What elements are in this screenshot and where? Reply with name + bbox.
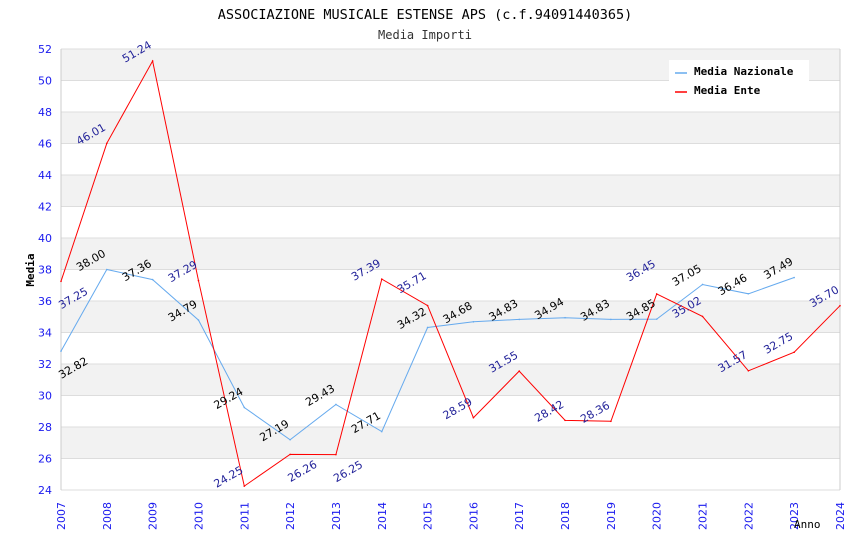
grid-band xyxy=(61,112,840,144)
y-tick-label: 30 xyxy=(38,390,52,403)
x-tick-label: 2011 xyxy=(238,502,251,530)
x-tick-label: 2021 xyxy=(697,502,710,530)
chart-subtitle: Media Importi xyxy=(378,28,472,42)
data-label: 26.26 xyxy=(285,458,319,485)
x-tick-label: 2010 xyxy=(192,502,205,530)
data-point xyxy=(747,292,750,295)
x-tick-label: 2024 xyxy=(834,502,847,530)
data-point xyxy=(472,320,475,323)
data-point xyxy=(793,276,795,279)
y-axis-ticks: 24 26 28 30 32 34 36 38 40 42 44 46 48 50 52 xyxy=(38,43,52,497)
data-point xyxy=(106,268,108,271)
data-point xyxy=(151,60,154,62)
x-tick-label: 2007 xyxy=(55,502,68,530)
data-point xyxy=(197,279,200,282)
data-label: 28.59 xyxy=(441,395,475,422)
data-point xyxy=(335,453,337,456)
data-point xyxy=(243,406,246,409)
data-point xyxy=(564,419,566,422)
y-tick-label: 36 xyxy=(38,295,52,308)
data-point xyxy=(655,318,658,320)
data-label: 35.71 xyxy=(395,269,429,296)
x-tick-label: 2013 xyxy=(330,502,343,530)
y-tick-label: 26 xyxy=(38,453,52,466)
data-point xyxy=(197,319,200,321)
grid-band xyxy=(61,238,840,270)
x-tick-label: 2017 xyxy=(513,502,526,530)
grid-band xyxy=(61,175,840,207)
data-point xyxy=(701,283,704,286)
legend: Media Nazionale Media Ente xyxy=(669,60,809,102)
x-tick-label: 2023 xyxy=(788,502,801,530)
y-tick-label: 40 xyxy=(38,232,52,245)
data-label: 36.46 xyxy=(716,271,750,298)
series-line-media-ente xyxy=(60,59,841,487)
grid-bands xyxy=(61,49,840,459)
y-tick-label: 28 xyxy=(38,421,52,434)
data-label: 32.75 xyxy=(762,330,796,357)
data-point xyxy=(289,453,291,456)
data-point xyxy=(747,369,750,372)
x-tick-label: 2009 xyxy=(147,502,160,530)
series-lines xyxy=(60,59,841,487)
data-point xyxy=(106,142,108,145)
series-line-media-nazionale xyxy=(60,268,795,441)
x-tick-label: 2020 xyxy=(651,502,664,530)
y-axis-label: Media xyxy=(24,253,37,286)
y-tick-label: 24 xyxy=(38,484,52,497)
data-label: 24.25 xyxy=(212,464,246,491)
y-tick-label: 46 xyxy=(38,138,52,151)
legend-label-media-ente: Media Ente xyxy=(694,84,761,97)
y-tick-label: 32 xyxy=(38,358,52,371)
grid-band xyxy=(61,364,840,396)
y-tick-label: 38 xyxy=(38,264,52,277)
legend-label-media-nazionale: Media Nazionale xyxy=(694,65,794,78)
x-tick-label: 2014 xyxy=(376,502,389,530)
data-point xyxy=(380,278,383,280)
grid-band xyxy=(61,427,840,459)
x-tick-label: 2016 xyxy=(467,502,480,530)
data-point xyxy=(243,485,246,487)
data-point xyxy=(839,304,841,307)
data-point xyxy=(472,416,475,419)
x-axis-ticks: 2007 2008 2009 2010 2011 2012 2013 2014 2015 2016… xyxy=(55,502,847,530)
data-point xyxy=(610,420,612,423)
y-tick-label: 48 xyxy=(38,106,52,119)
data-point xyxy=(793,351,795,353)
x-axis-label: Anno xyxy=(794,518,821,531)
data-label: 28.36 xyxy=(578,399,612,426)
data-point xyxy=(518,318,521,321)
data-point xyxy=(564,316,566,319)
data-point xyxy=(518,370,521,372)
data-point xyxy=(380,430,383,433)
data-point xyxy=(335,403,337,406)
x-tick-label: 2015 xyxy=(422,502,435,530)
x-tick-label: 2018 xyxy=(559,502,572,530)
data-point xyxy=(701,315,704,318)
y-tick-label: 44 xyxy=(38,169,52,182)
grid-lines xyxy=(60,48,841,491)
data-point xyxy=(426,304,429,307)
data-point xyxy=(655,293,658,295)
data-label: 26.25 xyxy=(331,458,365,485)
x-tick-label: 2022 xyxy=(742,502,755,530)
data-label: 28.42 xyxy=(532,398,566,425)
x-tick-label: 2012 xyxy=(284,502,297,530)
data-point xyxy=(289,438,291,441)
chart-title: ASSOCIAZIONE MUSICALE ESTENSE APS (c.f.9… xyxy=(218,7,633,23)
grid-band xyxy=(61,301,840,333)
data-point xyxy=(60,280,62,283)
y-tick-label: 52 xyxy=(38,43,52,56)
data-point xyxy=(151,278,154,281)
y-tick-label: 50 xyxy=(38,75,52,88)
x-tick-label: 2019 xyxy=(605,502,618,530)
x-tick-label: 2008 xyxy=(101,502,114,530)
data-point xyxy=(60,350,62,352)
y-tick-label: 42 xyxy=(38,201,52,214)
data-point xyxy=(610,318,612,321)
y-tick-label: 34 xyxy=(38,327,52,340)
data-point xyxy=(426,326,429,329)
